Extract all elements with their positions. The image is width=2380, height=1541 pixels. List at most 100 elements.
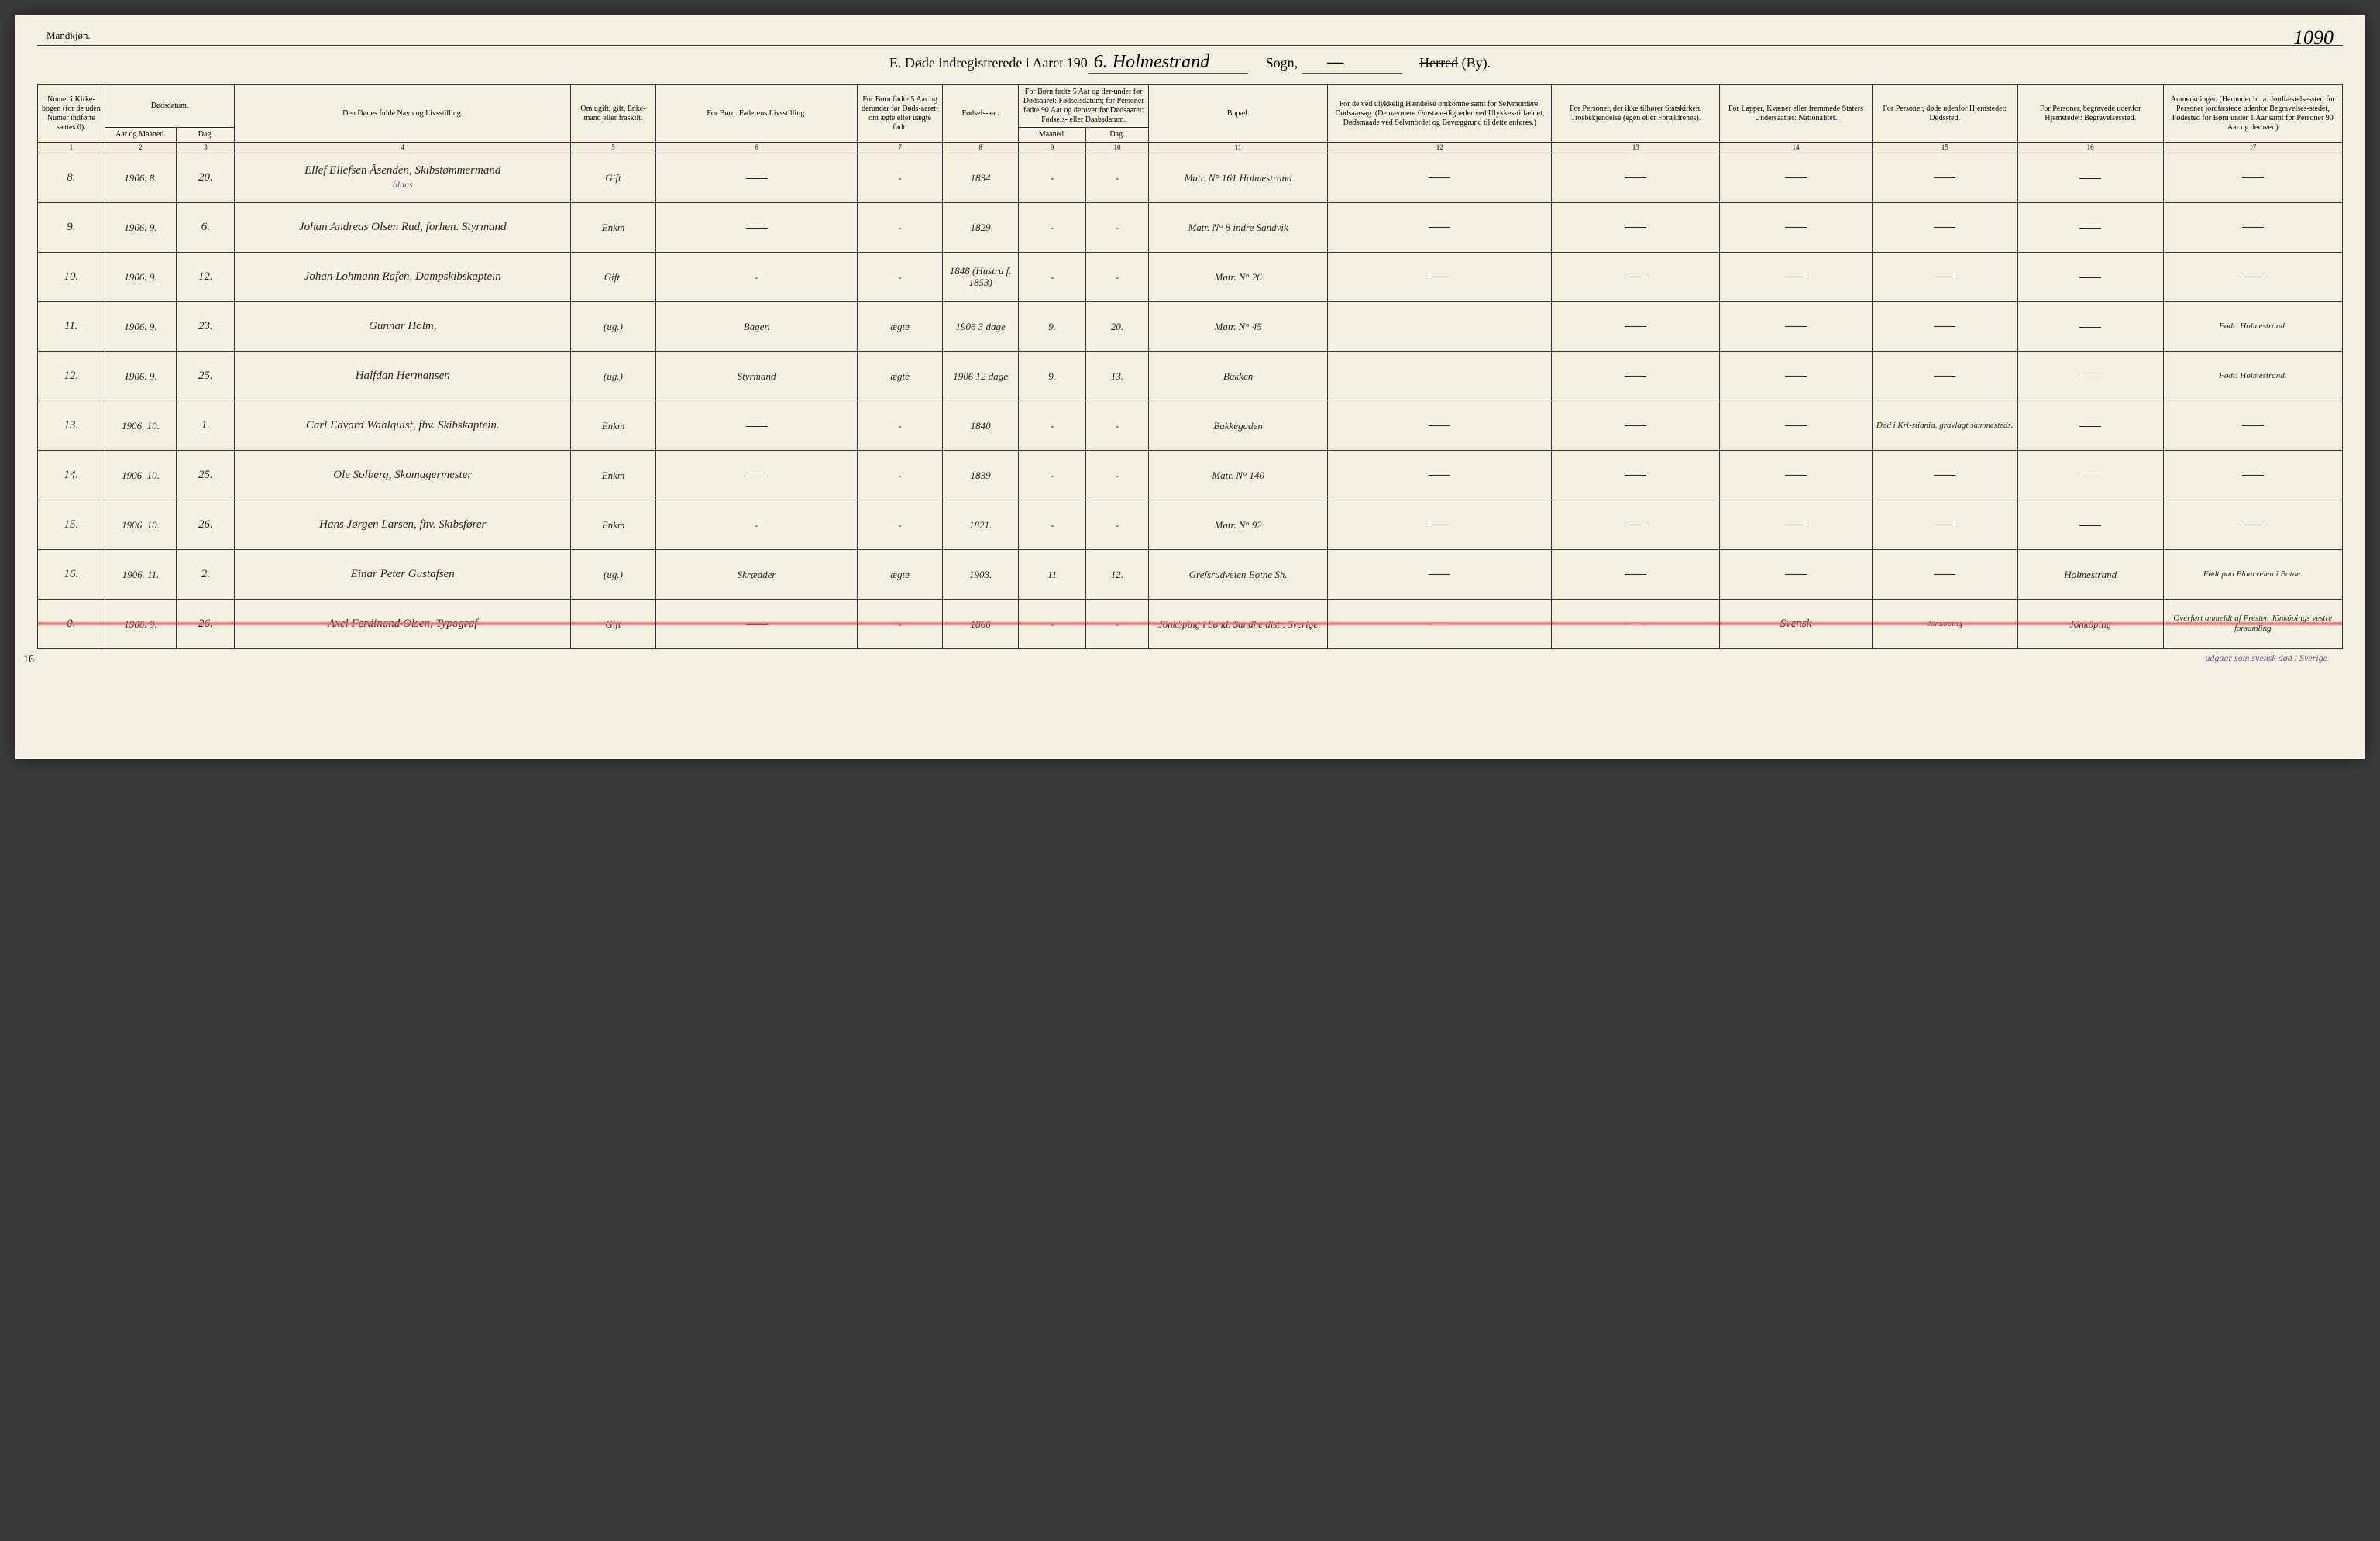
cell: Bakken xyxy=(1148,351,1327,401)
cell xyxy=(1552,500,1720,549)
cell: 1906. 9. xyxy=(105,252,177,301)
cell: Gift xyxy=(571,153,656,202)
cell: Bager. xyxy=(655,301,857,351)
cell xyxy=(1720,351,1873,401)
col-2-3-top: Dødsdatum. xyxy=(105,85,235,128)
cell: 1906. 10. xyxy=(105,500,177,549)
cell: Gunnar Holm, xyxy=(235,301,571,351)
cell xyxy=(1720,202,1873,252)
cell xyxy=(2017,450,2163,500)
colnum: 8 xyxy=(943,143,1019,153)
cell: Ole Solberg, Skomagermester xyxy=(235,450,571,500)
page-number: 1090 xyxy=(2293,26,2334,50)
cell xyxy=(1720,450,1873,500)
colnum: 3 xyxy=(177,143,235,153)
cell: - xyxy=(1086,450,1149,500)
colnum: 1 xyxy=(38,143,105,153)
cell: Enkm xyxy=(571,401,656,450)
cell xyxy=(655,153,857,202)
cell: - xyxy=(1086,401,1149,450)
cell: 12. xyxy=(177,252,235,301)
cell xyxy=(1872,500,2017,549)
cell: 9. xyxy=(38,202,105,252)
cell: Jönköping xyxy=(1872,599,2017,648)
col-6-header: For Børn: Faderens Livsstilling. xyxy=(655,85,857,143)
cell: Født: Holmestrand. xyxy=(2163,351,2342,401)
cell: 1906. 11. xyxy=(105,549,177,599)
cell: Ellef Ellefsen Åsenden, Skibstømmermandb… xyxy=(235,153,571,202)
cell: 1906. 10. xyxy=(105,450,177,500)
cell: Axel Ferdinand Olsen, Typograf xyxy=(235,599,571,648)
cell xyxy=(2163,202,2342,252)
cell: (ug.) xyxy=(571,549,656,599)
table-row: 0.1906. 9.26.Axel Ferdinand Olsen, Typog… xyxy=(38,599,2343,648)
cell xyxy=(1552,401,1720,450)
cell: 13. xyxy=(38,401,105,450)
cell xyxy=(1328,450,1552,500)
cell xyxy=(1552,351,1720,401)
cell xyxy=(1720,153,1873,202)
col-7-header: For Børn fødte 5 Aar og derunder før Død… xyxy=(858,85,943,143)
cell: 2. xyxy=(177,549,235,599)
cell: Enkm xyxy=(571,500,656,549)
col-1-header: Numer i Kirke-bogen (for de uden Numer i… xyxy=(38,85,105,143)
cell: Carl Edvard Wahlquist, fhv. Skibskaptein… xyxy=(235,401,571,450)
cell: Matr. N° 8 indre Sandvik xyxy=(1148,202,1327,252)
col-11-header: Bopæl. xyxy=(1148,85,1327,143)
cell: ægte xyxy=(858,301,943,351)
cell: 1906. 9. xyxy=(105,351,177,401)
cell: 9. xyxy=(1019,301,1086,351)
col-14-header: For Lapper, Kvæner eller fremmede Stater… xyxy=(1720,85,1873,143)
cell: Gift. xyxy=(571,252,656,301)
cell xyxy=(2163,401,2342,450)
cell xyxy=(2017,351,2163,401)
col-9-header: Maaned. xyxy=(1019,128,1086,143)
table-body: 8.1906. 8.20.Ellef Ellefsen Åsenden, Ski… xyxy=(38,153,2343,648)
cell: - xyxy=(1019,450,1086,500)
cell: 25. xyxy=(177,450,235,500)
cell xyxy=(2017,202,2163,252)
cell: 1848 (Hustru f. 1853) xyxy=(943,252,1019,301)
cell: Matr. N° 26 xyxy=(1148,252,1327,301)
herred-struck: Herred xyxy=(1419,55,1458,71)
colnum: 9 xyxy=(1019,143,1086,153)
table-row: 13.1906. 10.1.Carl Edvard Wahlquist, fhv… xyxy=(38,401,2343,450)
cell xyxy=(2017,401,2163,450)
cell: 1903. xyxy=(943,549,1019,599)
top-rule xyxy=(37,45,2343,46)
cell: 1839 xyxy=(943,450,1019,500)
cell: 14. xyxy=(38,450,105,500)
cell: Grefsrudveien Botne Sh. xyxy=(1148,549,1327,599)
colnum: 5 xyxy=(571,143,656,153)
cell: 11 xyxy=(1019,549,1086,599)
cell: Enkm xyxy=(571,450,656,500)
parish-cursive: Holmestrand xyxy=(1113,52,1209,72)
cell xyxy=(2163,450,2342,500)
table-row: 11.1906. 9.23.Gunnar Holm,(ug.)Bager.ægt… xyxy=(38,301,2343,351)
colnum: 15 xyxy=(1872,143,2017,153)
table-row: 8.1906. 8.20.Ellef Ellefsen Åsenden, Ski… xyxy=(38,153,2343,202)
cell: 13. xyxy=(1086,351,1149,401)
col-8-header: Fødsels-aar. xyxy=(943,85,1019,143)
sogn-cursive: — xyxy=(1302,52,1402,74)
cell: Enkm xyxy=(571,202,656,252)
colnum: 16 xyxy=(2017,143,2163,153)
cell: 1906. 10. xyxy=(105,401,177,450)
cell: Jönköping xyxy=(2017,599,2163,648)
table-row: 16.1906. 11.2.Einar Peter Gustafsen(ug.)… xyxy=(38,549,2343,599)
cell: 1906. 9. xyxy=(105,599,177,648)
cell xyxy=(1872,252,2017,301)
cell: 9. xyxy=(1019,351,1086,401)
title-line: E. Døde indregistrerede i Aaret 1906. Ho… xyxy=(37,52,2343,74)
cell: 1840 xyxy=(943,401,1019,450)
cell xyxy=(1720,549,1873,599)
colnum: 2 xyxy=(105,143,177,153)
title-prefix: E. Døde indregistrerede i Aaret 190 xyxy=(889,55,1088,71)
cell xyxy=(1552,301,1720,351)
cell xyxy=(1872,202,2017,252)
col-5-header: Om ugift, gift, Enke-mand eller fraskilt… xyxy=(571,85,656,143)
cell: Bakkegaden xyxy=(1148,401,1327,450)
col-13-header: For Personer, der ikke tilhører Statskir… xyxy=(1552,85,1720,143)
cell xyxy=(1328,202,1552,252)
cell: 1906. 8. xyxy=(105,153,177,202)
